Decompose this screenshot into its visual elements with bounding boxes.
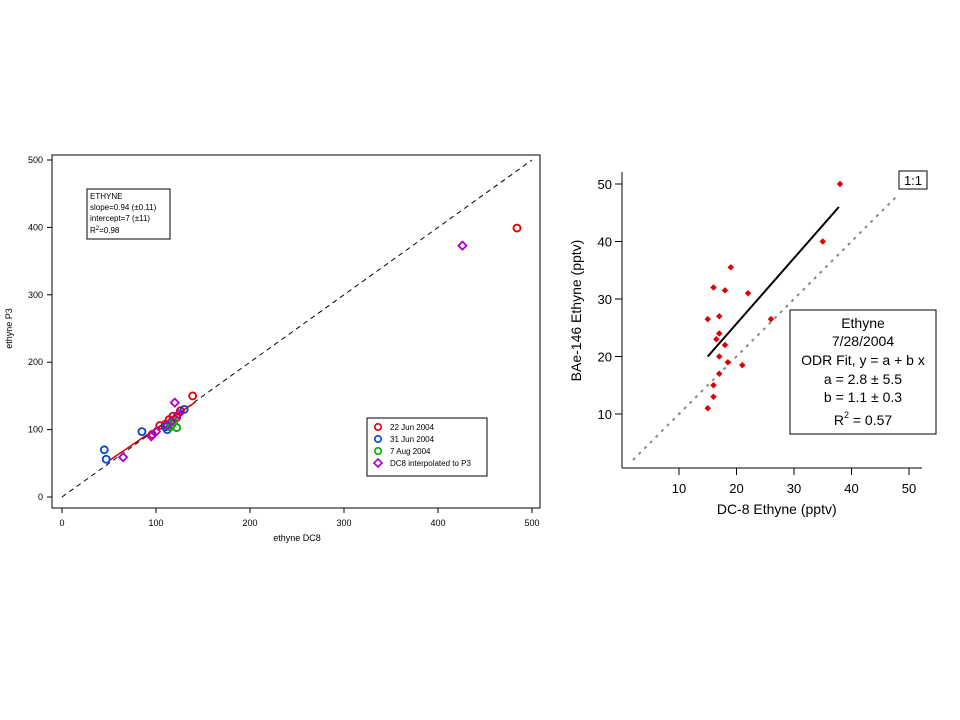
- chart1-data-point: [457, 240, 468, 251]
- chart1-data-point: [512, 223, 522, 233]
- chart1-legend-marker: [373, 434, 382, 443]
- chart1-y-tick-label: 200: [28, 357, 43, 367]
- chart1-legend-marker: [372, 457, 384, 469]
- chart1-legend-label: 31 Jun 2004: [390, 435, 435, 444]
- chart1-legend: 22 Jun 2004 31 Jun 2004 7 Aug 2004 DC8 inte…: [366, 417, 488, 477]
- chart1-x-tick-label: 100: [148, 518, 163, 528]
- chart1-annotation-r2: =0.98: [99, 226, 120, 235]
- chart1-y-tick-label: 0: [38, 492, 43, 502]
- chart1-one-to-one-line: [61, 159, 533, 498]
- chart1-plot-frame: [51, 154, 541, 509]
- chart1-data-point: [173, 408, 184, 420]
- chart1-data-point: [188, 391, 198, 401]
- chart1-y-tick-label: 500: [28, 155, 43, 165]
- chart1-annotation-intercept: intercept=7 (±11): [90, 214, 150, 223]
- chart1-legend-marker: [373, 446, 382, 455]
- chart1-legend-label: 22 Jun 2004: [390, 423, 435, 432]
- chart1-data-point: [150, 426, 162, 437]
- chart1-data-point: [117, 451, 129, 463]
- chart1-legend-marker: [373, 422, 382, 431]
- chart1-y-axis-label: ethyne P3: [4, 308, 14, 349]
- chart1-data-point: [146, 431, 157, 442]
- chart1-annotation-r-letter: R: [90, 226, 96, 235]
- chart1-legend-label: 7 Aug 2004: [390, 447, 431, 456]
- chart1-annotation-box: ETHYNE slope=0.94 (±0.11) intercept=7 (±…: [86, 188, 171, 240]
- chart1-y-tick-label: 300: [28, 290, 43, 300]
- chart1-x-tick-label: 0: [59, 518, 64, 528]
- chart1-y-tick-label: 400: [28, 222, 43, 232]
- chart1-data-point: [165, 416, 177, 427]
- chart1-annotation-r-sup: 2: [96, 226, 100, 232]
- chart1-data-point: [101, 454, 111, 464]
- chart1-x-tick-label: 200: [242, 518, 257, 528]
- chart1-x-tick-label: 400: [430, 518, 445, 528]
- chart1-data-point: [137, 427, 147, 437]
- chart1-annotation-title: ETHYNE: [90, 192, 122, 201]
- chart1-x-tick-label: 300: [336, 518, 351, 528]
- chart1-data-point: [99, 445, 109, 455]
- chart1-y-tick-label: 100: [28, 425, 43, 435]
- chart1-data-point: [179, 404, 189, 414]
- chart1-x-axis-label: ethyne DC8: [273, 533, 321, 543]
- chart1-annotation-slope: slope=0.94 (±0.11): [90, 203, 157, 212]
- chart1-legend-label: DC8 interpolated to P3: [390, 459, 471, 468]
- svg-text:R2=0.98: R2=0.98: [90, 226, 120, 235]
- chart1-x-tick-label: 500: [524, 518, 539, 528]
- chart1-data-point: [169, 397, 181, 408]
